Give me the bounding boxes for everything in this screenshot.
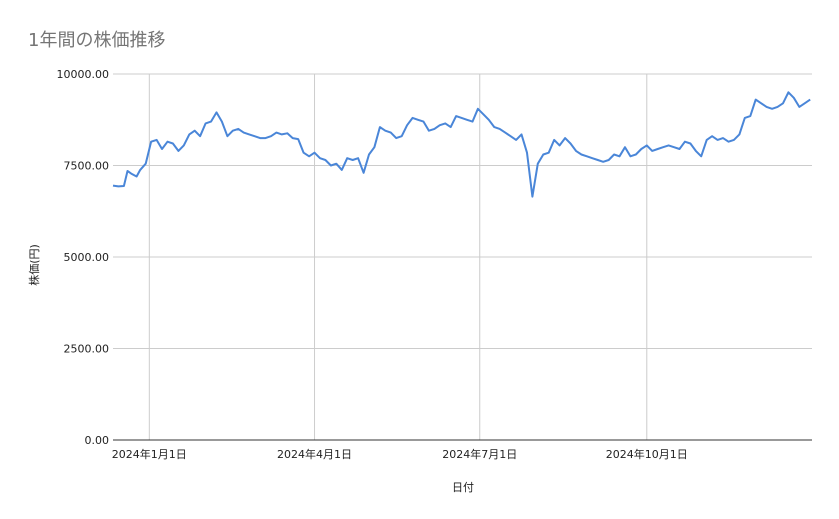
y-tick-label: 5000.00 [64,251,110,264]
x-tick-label: 2024年4月1日 [277,447,352,461]
y-axis-title: 株価(円) [27,244,41,286]
gridlines [113,73,812,440]
y-tick-label: 0.00 [85,434,110,447]
y-tick-label: 2500.00 [64,343,110,356]
series-line [112,91,811,198]
y-tick-label: 7500.00 [64,160,110,173]
x-axis-tick-labels: 2024年1月1日 2024年4月1日 2024年7月1日 2024年10月1日 [112,447,688,461]
x-axis-title: 日付 [452,481,474,494]
chart-title: 1年間の株価推移 [28,30,166,51]
x-tick-label: 2024年1月1日 [112,447,187,461]
y-axis-tick-labels: 0.00 2500.00 5000.00 7500.00 10000.00 [57,68,110,447]
y-tick-label: 10000.00 [57,68,110,81]
x-tick-label: 2024年10月1日 [606,447,688,461]
x-tick-label: 2024年7月1日 [442,447,517,461]
